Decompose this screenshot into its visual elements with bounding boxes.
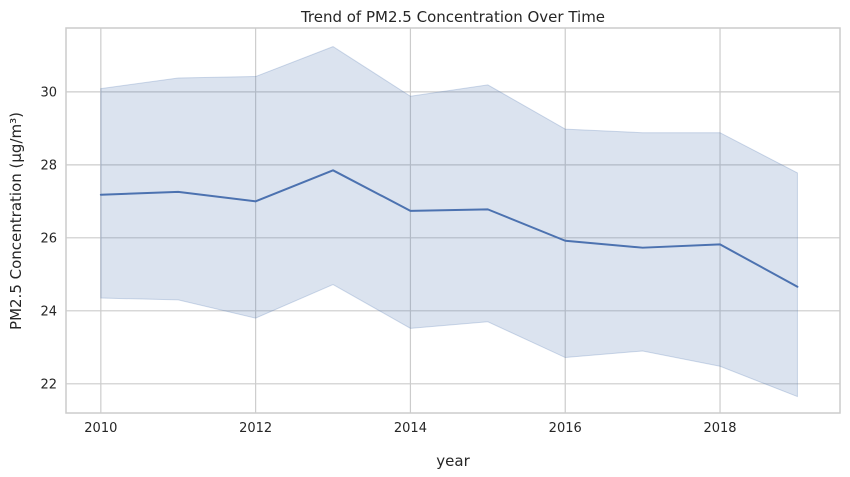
x-tick-label: 2014 (394, 421, 427, 436)
y-tick-label: 28 (40, 158, 57, 173)
confidence-band-layer (100, 46, 798, 398)
series-line (99, 169, 799, 288)
plot-frame (65, 27, 841, 414)
y-tick-label: 22 (40, 377, 57, 392)
grid (66, 28, 840, 413)
x-tick-label: 2012 (239, 421, 272, 436)
confidence-band (100, 46, 798, 398)
chart-title: Trend of PM2.5 Concentration Over Time (300, 8, 605, 26)
y-tick-label: 26 (40, 231, 57, 246)
x-axis-title: year (436, 452, 470, 470)
x-tick-label: 2018 (703, 421, 736, 436)
y-axis-title: PM2.5 Concentration (µg/m³) (7, 112, 25, 330)
y-axis-ticks: 22 24 26 28 30 (40, 85, 57, 392)
series-line-layer (99, 169, 799, 288)
x-tick-label: 2016 (549, 421, 582, 436)
y-tick-label: 24 (40, 304, 57, 319)
y-tick-label: 30 (40, 85, 57, 100)
x-axis-ticks: 2010 2012 2014 2016 2018 (84, 421, 736, 436)
x-tick-label: 2010 (84, 421, 117, 436)
